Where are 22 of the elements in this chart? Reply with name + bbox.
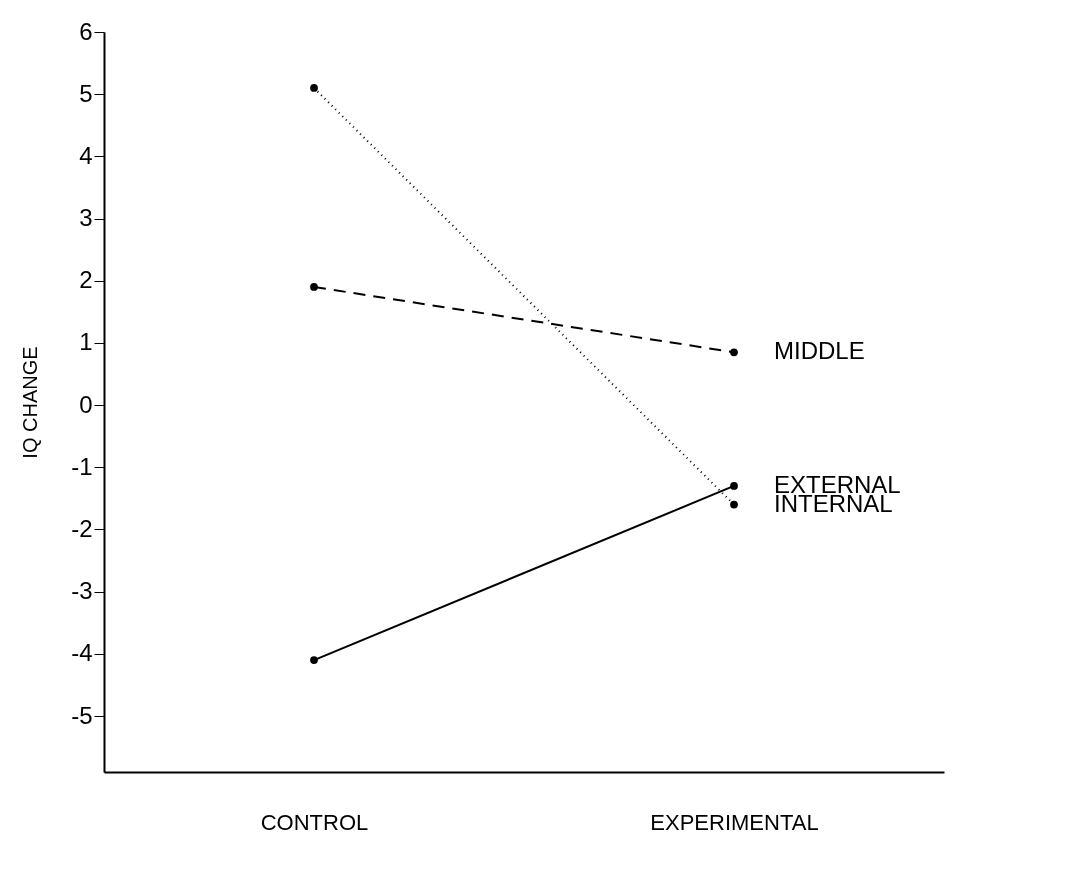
series-label: MIDDLE xyxy=(774,337,865,365)
point xyxy=(310,656,318,664)
y-axis-title: IQ CHANGE xyxy=(19,346,42,459)
point xyxy=(730,348,738,357)
x-tick-label: CONTROL xyxy=(260,809,369,835)
x-tick-label: EXPERIMENTAL xyxy=(650,809,819,835)
point xyxy=(730,482,738,490)
y-tick-label: -4 xyxy=(71,639,93,667)
y-tick-label: -2 xyxy=(71,514,93,542)
y-tick-label: 0 xyxy=(79,390,93,418)
y-tick-label: 4 xyxy=(79,141,93,169)
point xyxy=(730,500,738,509)
y-tick-label: -3 xyxy=(71,577,93,605)
point xyxy=(310,283,318,291)
y-tick-label: -5 xyxy=(71,701,93,729)
y-tick-label: 1 xyxy=(79,328,93,356)
y-tick-label: -1 xyxy=(71,452,93,480)
y-tick-label: 5 xyxy=(79,79,93,107)
y-tick-label: 2 xyxy=(79,266,93,294)
point xyxy=(310,84,318,92)
y-tick-label: 6 xyxy=(79,17,93,45)
y-tick-label: 3 xyxy=(79,204,93,232)
